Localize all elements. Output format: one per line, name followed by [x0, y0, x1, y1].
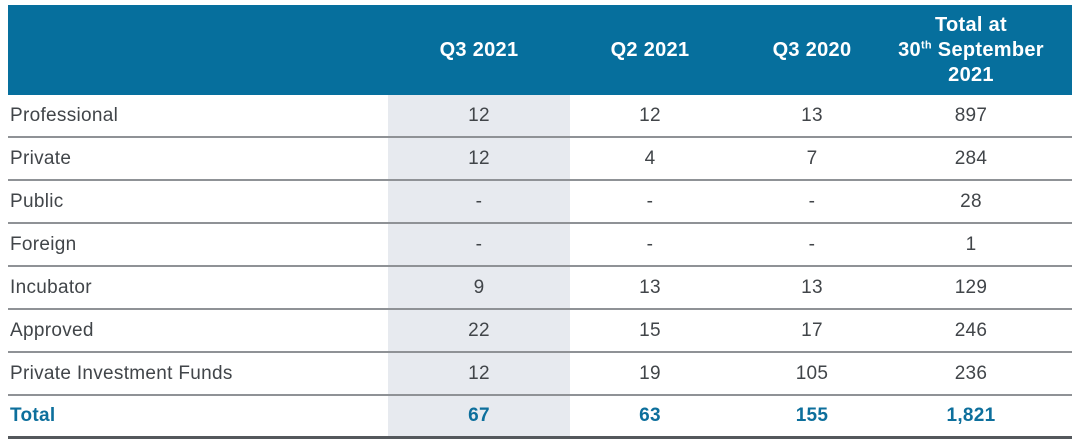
total-cell-q3-2021: 67 [388, 395, 570, 439]
row-label: Incubator [8, 266, 388, 310]
total-row-label: Total [8, 395, 388, 439]
cell-total: 246 [894, 309, 1072, 353]
cell-q2-2021: 13 [570, 266, 730, 310]
table-row-incubator: Incubator 9 13 13 129 [8, 266, 1072, 310]
table-row-public: Public - - - 28 [8, 180, 1072, 224]
table-header: Q3 2021 Q2 2021 Q3 2020 Total at 30th Sep… [8, 5, 1072, 95]
row-label: Private Investment Funds [8, 352, 388, 396]
cell-total: 1 [894, 223, 1072, 267]
cell-total: 129 [894, 266, 1072, 310]
cell-q2-2021: - [570, 180, 730, 224]
total-cell-q2-2021: 63 [570, 395, 730, 439]
header-total-month: September [931, 38, 1044, 61]
cell-total: 284 [894, 137, 1072, 181]
cell-q3-2020: - [730, 180, 894, 224]
funds-statistics-table: Q3 2021 Q2 2021 Q3 2020 Total at 30th Sep… [8, 5, 1072, 439]
table-row-foreign: Foreign - - - 1 [8, 223, 1072, 267]
cell-q2-2021: 19 [570, 352, 730, 396]
cell-q2-2021: - [570, 223, 730, 267]
row-label: Public [8, 180, 388, 224]
cell-q3-2021: 12 [388, 137, 570, 181]
row-label: Private [8, 137, 388, 181]
table-row-professional: Professional 12 12 13 897 [8, 95, 1072, 138]
cell-total: 28 [894, 180, 1072, 224]
header-row: Q3 2021 Q2 2021 Q3 2020 Total at 30th Sep… [8, 5, 1072, 95]
cell-q3-2020: 17 [730, 309, 894, 353]
cell-q3-2020: 13 [730, 266, 894, 310]
funds-statistics-table-wrap: Q3 2021 Q2 2021 Q3 2020 Total at 30th Sep… [8, 5, 1072, 439]
table-row-private: Private 12 4 7 284 [8, 137, 1072, 181]
column-header-q3-2021: Q3 2021 [388, 5, 570, 95]
row-label: Professional [8, 95, 388, 138]
cell-q3-2020: 13 [730, 95, 894, 138]
header-total-line3: 2021 [948, 63, 994, 86]
cell-q2-2021: 15 [570, 309, 730, 353]
cell-q3-2020: 105 [730, 352, 894, 396]
cell-q3-2021: 9 [388, 266, 570, 310]
total-cell-total: 1,821 [894, 395, 1072, 439]
table-body: Professional 12 12 13 897 Private 12 4 7… [8, 95, 1072, 439]
column-header-empty [8, 5, 388, 95]
cell-total: 897 [894, 95, 1072, 138]
cell-q3-2020: 7 [730, 137, 894, 181]
cell-q2-2021: 12 [570, 95, 730, 138]
cell-q3-2021: 22 [388, 309, 570, 353]
total-cell-q3-2020: 155 [730, 395, 894, 439]
table-row-approved: Approved 22 15 17 246 [8, 309, 1072, 353]
row-label: Foreign [8, 223, 388, 267]
header-total-day: 30 [898, 38, 921, 61]
header-total-ordinal: th [920, 38, 932, 51]
cell-q3-2021: - [388, 223, 570, 267]
header-total-line1: Total at [934, 13, 1008, 36]
cell-q3-2021: 12 [388, 95, 570, 138]
column-header-total: Total at 30th September 2021 [894, 5, 1072, 95]
column-header-q2-2021: Q2 2021 [570, 5, 730, 95]
cell-q3-2021: 12 [388, 352, 570, 396]
cell-total: 236 [894, 352, 1072, 396]
row-label: Approved [8, 309, 388, 353]
table-row-private-investment-funds: Private Investment Funds 12 19 105 236 [8, 352, 1072, 396]
cell-q3-2021: - [388, 180, 570, 224]
cell-q2-2021: 4 [570, 137, 730, 181]
column-header-q3-2020: Q3 2020 [730, 5, 894, 95]
cell-q3-2020: - [730, 223, 894, 267]
table-row-total: Total 67 63 155 1,821 [8, 395, 1072, 439]
